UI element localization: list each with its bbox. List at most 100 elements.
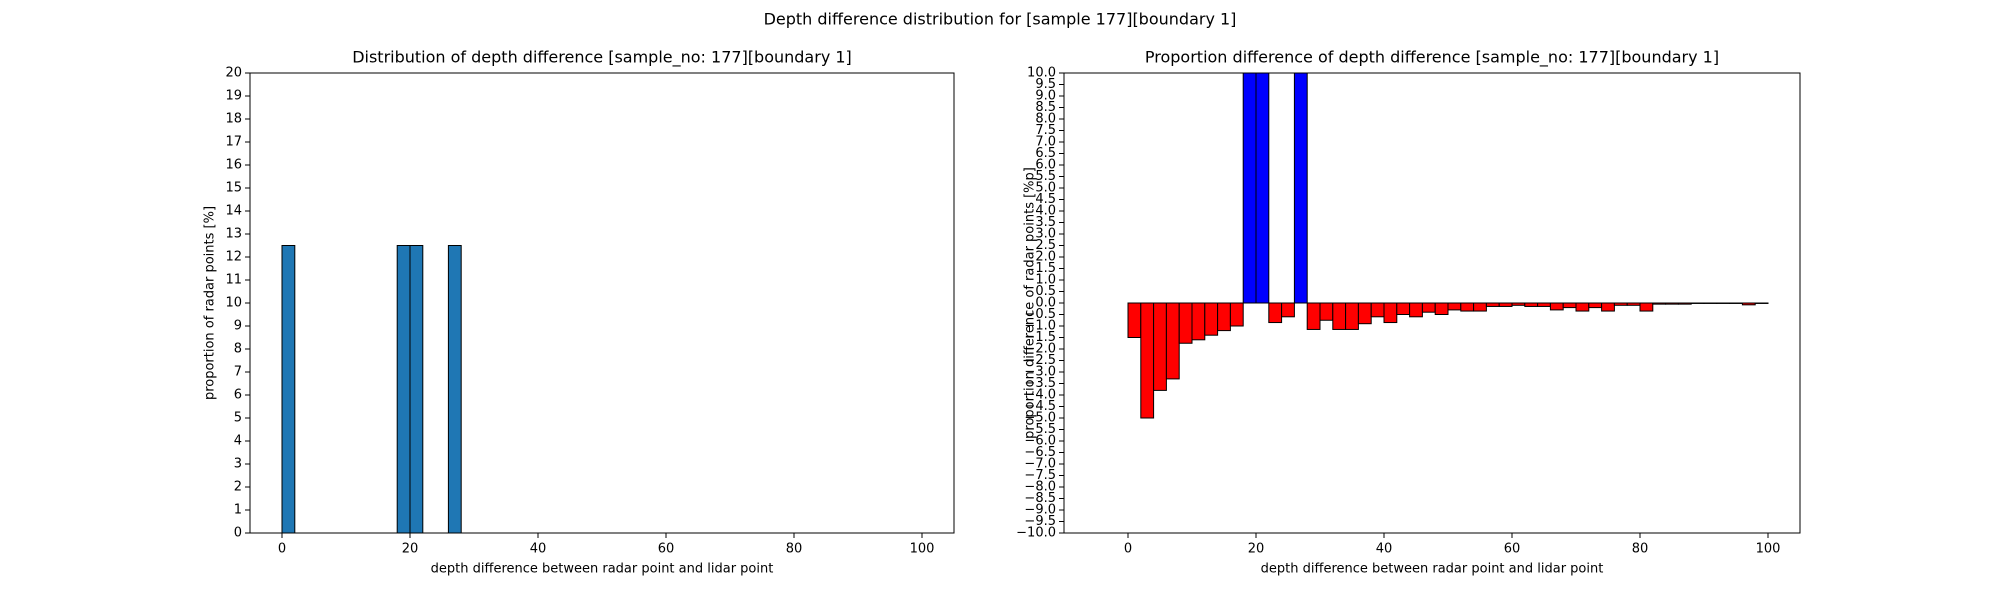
bar [1549,302,1564,311]
bar [1613,302,1628,306]
bar [1153,302,1167,391]
bar [1652,302,1667,305]
y-tick-label: −4.0 [1024,388,1056,403]
bar [1268,302,1283,324]
y-tick-label: −1.0 [1024,319,1056,334]
x-tick-label: 0 [278,542,286,557]
y-tick-label: −7.5 [1024,468,1056,483]
y-tick-label: 4.0 [1035,204,1056,219]
bar [1588,302,1603,309]
bar [1447,302,1462,311]
x-axis-label: depth difference between radar point and… [431,562,774,577]
plot-area [1127,73,1769,419]
y-tick-label: 8 [234,342,242,357]
bar [1741,302,1756,306]
y-tick-label: 9 [234,319,242,334]
y-tick-label: 3.0 [1035,227,1056,242]
y-tick-label: 1.0 [1035,273,1056,288]
bar [1511,302,1526,306]
x-tick-label: 80 [786,542,803,557]
x-tick-label: 40 [530,542,547,557]
y-tick-label: −6.0 [1024,434,1056,449]
x-tick-label: 60 [1504,542,1521,557]
bar [1370,302,1385,318]
x-tick-label: 60 [658,542,675,557]
bar [1575,302,1590,312]
bar [1127,302,1142,338]
y-tick-label: −0.5 [1024,307,1056,322]
y-tick-label: 18 [225,112,242,127]
y-tick-label: 6 [234,388,242,403]
chart-title: Distribution of depth difference [sample… [352,48,852,68]
bar [396,245,411,533]
bar [1306,302,1321,330]
y-tick-label: 16 [225,158,242,173]
y-tick-label: 15 [225,181,242,196]
y-tick-label: 8.5 [1035,100,1056,115]
bar [1281,302,1295,318]
bar [1319,302,1334,321]
bar [1229,302,1244,327]
y-tick-label: 2.0 [1035,250,1056,265]
y-tick-label: 7 [234,365,242,380]
bar [1639,302,1654,312]
y-tick-label: 7.0 [1035,135,1056,150]
y-axis-label: proportion of radar points [%] [203,206,218,400]
y-tick-label: −3.0 [1024,365,1056,380]
y-tick-label: 14 [225,204,242,219]
y-tick-label: −8.0 [1024,480,1056,495]
plot-area [281,245,462,533]
axes-frame [249,72,955,534]
x-tick-label: 20 [402,542,419,557]
y-tick-label: −9.5 [1024,514,1056,529]
bar [281,245,296,533]
y-tick-label: 0.0 [1035,296,1056,311]
y-tick-label: −7.0 [1024,457,1056,472]
y-tick-label: 2.5 [1035,238,1056,253]
bar [1601,302,1615,312]
x-tick-label: 100 [1756,542,1781,557]
figure-title: Depth difference distribution for [sampl… [764,10,1237,29]
bar [1345,302,1359,330]
bar [1140,302,1155,419]
bar [447,245,462,533]
y-tick-label: 17 [225,135,242,150]
y-tick-label: 9.0 [1035,89,1056,104]
bar [1242,73,1257,304]
y-tick-label: 20 [225,66,242,81]
y-tick-label: 5.0 [1035,181,1056,196]
bar [1434,302,1449,315]
bar [1498,302,1513,307]
bar [1626,302,1641,306]
y-tick-label: 19 [225,89,242,104]
y-tick-label: −3.5 [1024,376,1056,391]
y-tick-label: 5 [234,411,242,426]
y-tick-label: −10.0 [1016,526,1056,541]
y-tick-label: 11 [225,273,242,288]
y-tick-label: −8.5 [1024,491,1056,506]
bar [1665,302,1679,305]
y-tick-label: 12 [225,250,242,265]
y-tick-label: 3.5 [1035,215,1056,230]
bar [1293,73,1308,304]
y-tick-label: 0.5 [1035,284,1056,299]
x-tick-label: 0 [1124,542,1132,557]
y-tick-label: 6.5 [1035,146,1056,161]
bar [1255,73,1270,304]
bar [1332,302,1347,330]
y-tick-label: −5.5 [1024,422,1056,437]
y-tick-label: 6.0 [1035,158,1056,173]
bar [1409,302,1423,318]
bar [1165,302,1180,380]
y-tick-label: −6.5 [1024,445,1056,460]
bar [1537,302,1551,307]
y-tick-label: −1.5 [1024,330,1056,345]
y-tick-label: 0 [234,526,242,541]
y-tick-label: 2 [234,480,242,495]
bar [1178,302,1193,344]
y-tick-label: 10 [225,296,242,311]
x-tick-label: 80 [1632,542,1649,557]
bar [1357,302,1372,325]
bar [1473,302,1487,312]
